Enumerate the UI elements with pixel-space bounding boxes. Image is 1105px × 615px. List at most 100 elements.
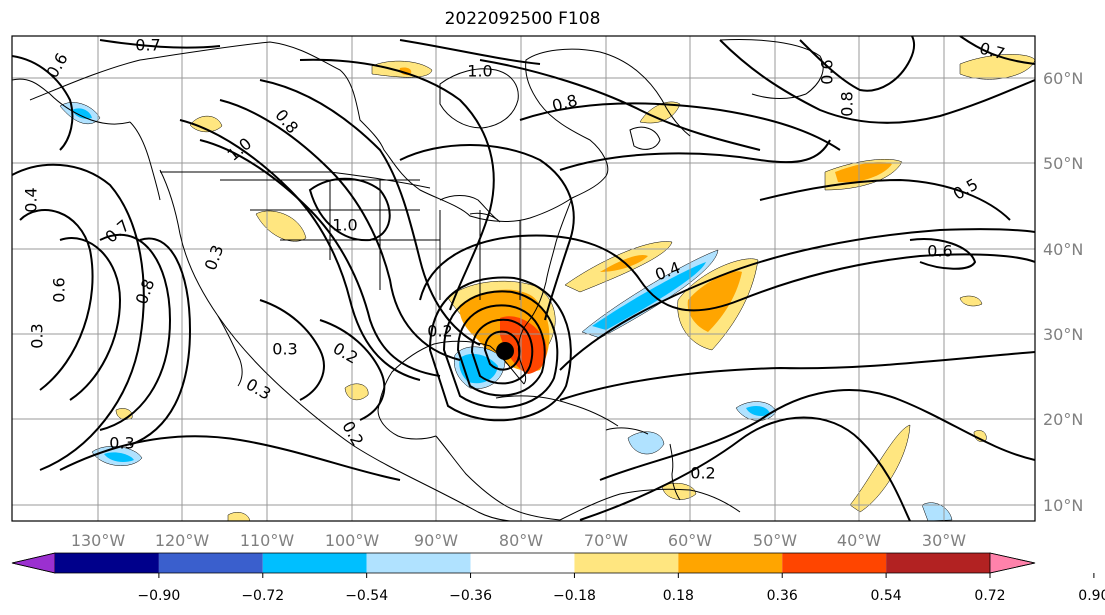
contour-line — [419, 234, 1035, 312]
lat-tick-label: 20°N — [1043, 410, 1083, 429]
hudson-bay — [439, 68, 519, 129]
contour-line — [179, 119, 421, 381]
contour-line — [759, 178, 1011, 221]
greenland — [719, 39, 824, 99]
colorbar-tick-label: −0.90 — [137, 588, 180, 604]
contour-line — [799, 36, 915, 92]
fill-blue-atlantic-band-core — [592, 262, 706, 330]
colorbar-tick-label: −0.54 — [345, 588, 388, 604]
storm-contour — [470, 318, 534, 385]
contour-label: 0.6 — [927, 242, 952, 261]
lat-tick-label: 40°N — [1043, 240, 1083, 259]
great-lakes — [439, 195, 501, 223]
lat-tick-label: 30°N — [1043, 325, 1083, 344]
contour-line — [559, 139, 831, 171]
storm-center — [496, 342, 514, 360]
lon-tick-label: 100°W — [325, 531, 380, 550]
storm-contour — [456, 304, 546, 397]
colorbar-segment — [366, 553, 471, 573]
lon-tick-label: 70°W — [584, 531, 628, 550]
lon-tick-label: 90°W — [414, 531, 458, 550]
north-america-coast — [29, 41, 691, 223]
longitude-ticks: 130°W 120°W 110°W 100°W 90°W 80°W 70°W 60°W 50°W… — [71, 531, 966, 550]
contour-line — [719, 39, 1035, 124]
fill-yellow-mex-pac — [227, 512, 251, 521]
baja-california — [217, 315, 243, 387]
contour-line — [99, 39, 221, 49]
contour-line — [199, 139, 441, 377]
storm-contour — [483, 330, 521, 371]
fill-yellow-bc — [189, 115, 223, 133]
contour-line — [599, 389, 1035, 481]
fill-yellow-panama — [661, 483, 697, 500]
colorbar-tick-label: 0.36 — [767, 588, 798, 604]
central-america — [435, 435, 561, 521]
lat-tick-label: 10°N — [1043, 496, 1083, 515]
contour-line — [559, 351, 1035, 401]
bc-coast — [129, 121, 161, 201]
contour-label: 0.2 — [690, 464, 715, 483]
contour-label: 0.3 — [109, 434, 134, 453]
fill-yellow-east-small — [959, 295, 983, 307]
colorbar-tick-label: −0.36 — [449, 588, 492, 604]
colorbar-tick-label: 0.54 — [871, 588, 902, 604]
gulf-coast — [377, 340, 525, 440]
colorbar-outline — [11, 552, 1036, 574]
latitude-ticks: 60°N 50°N 40°N 30°N 20°N 10°N — [1043, 69, 1083, 515]
contour-label: 0.3 — [272, 340, 297, 359]
contour-label: 0.8 — [838, 91, 857, 116]
contour-line — [219, 99, 461, 361]
lon-tick-label: 30°W — [922, 531, 966, 550]
colorbar-segment — [886, 553, 990, 573]
fill-blue-alaska-core — [72, 108, 92, 119]
colorbar-tick-label: 0.18 — [663, 588, 694, 604]
contour-line — [19, 209, 94, 391]
contour-line — [129, 237, 192, 446]
colorbar-tick-label: −0.18 — [553, 588, 596, 604]
fill-orange-north-atl — [835, 162, 892, 183]
colorbar-tick-label: −0.72 — [241, 588, 284, 604]
antilles-chain — [669, 443, 681, 501]
contour-line — [319, 319, 386, 421]
fill-orange-atlantic-band — [600, 254, 648, 272]
contour-line — [299, 58, 495, 311]
lon-tick-label: 40°W — [837, 531, 881, 550]
contour-line — [909, 238, 977, 270]
contour-label: 1.0 — [332, 216, 357, 235]
contour-line — [579, 416, 911, 521]
lon-tick-label: 80°W — [499, 531, 543, 550]
lat-tick-label: 60°N — [1043, 69, 1083, 88]
colorbar: −0.90 −0.72 −0.54 −0.36 −0.18 0.18 0.36 0.54 0.7… — [11, 552, 1105, 604]
contour-label: 0.7 — [135, 36, 160, 55]
contour-label: 0.3 — [28, 323, 47, 348]
colorbar-segment — [678, 553, 783, 573]
fill-yellow-hudson — [639, 101, 681, 124]
map-title: 2022092500 F108 — [444, 9, 601, 29]
fill-blue-caribbean-core — [746, 406, 770, 416]
colorbar-segment — [574, 553, 679, 573]
newfoundland — [629, 126, 661, 150]
shaded-anomalies — [59, 54, 1035, 521]
south-america-coast — [559, 488, 741, 521]
lon-tick-label: 110°W — [240, 531, 295, 550]
colorbar-segment — [55, 553, 159, 573]
colorbar-segment — [262, 553, 367, 573]
contour-line — [399, 144, 575, 321]
contour-label: 0.2 — [427, 322, 452, 341]
contour-line — [519, 102, 841, 151]
fill-orange-atlantic-east — [687, 271, 742, 332]
storm-center-marker — [496, 342, 514, 360]
fill-blue-pacific-core — [104, 452, 134, 462]
mexico-pacific-coast — [159, 169, 511, 521]
colorbar-tick-label: 0.72 — [974, 588, 1005, 604]
contour-label: 1.0 — [467, 62, 492, 81]
colorbar-tick-label: 0.90 — [1078, 588, 1105, 604]
colorbar-extend-high — [989, 552, 1036, 574]
contour-line — [479, 59, 761, 151]
contour-line — [308, 177, 391, 242]
alaska-coast — [12, 78, 131, 125]
contour-line — [259, 79, 481, 346]
colorbar-extend-low — [11, 552, 56, 574]
contour-line — [559, 228, 1035, 371]
lat-tick-label: 50°N — [1043, 154, 1083, 173]
